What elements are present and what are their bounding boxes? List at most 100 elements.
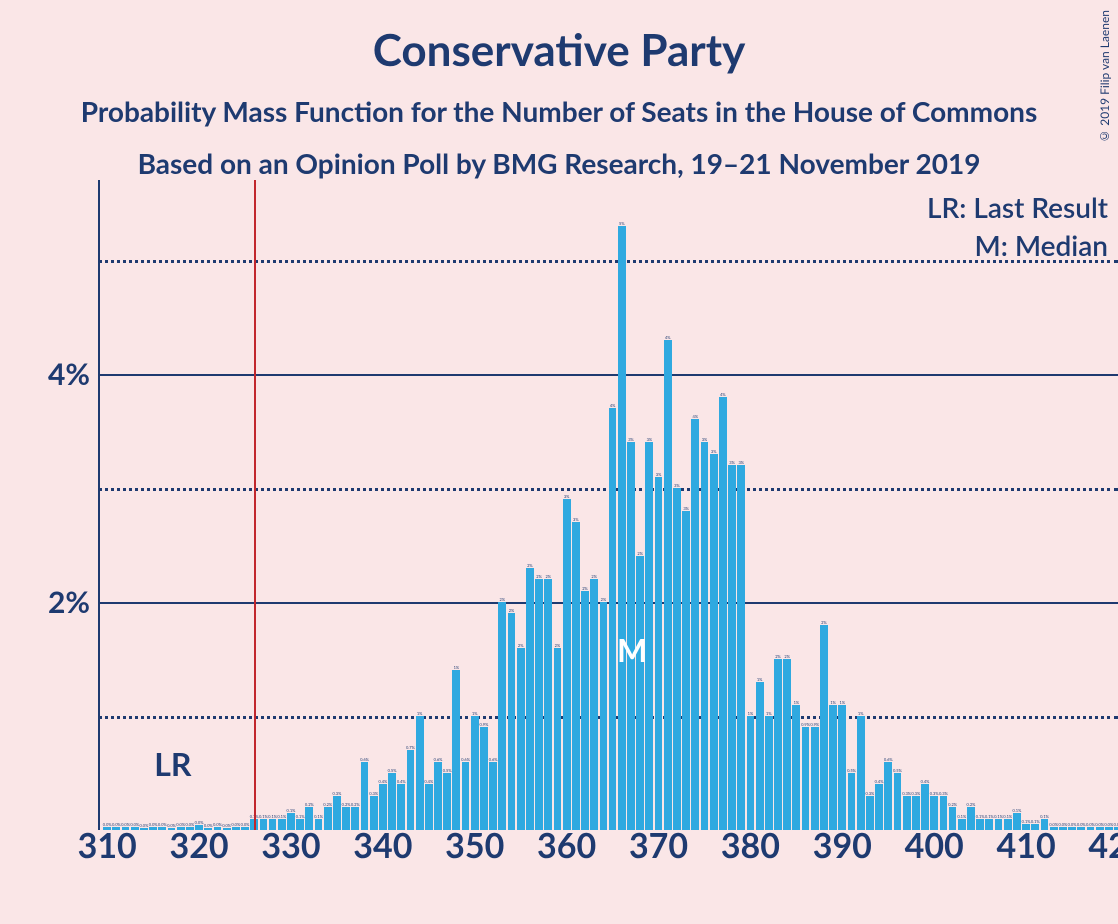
bar: 0.6% bbox=[884, 762, 892, 830]
bar: 5% bbox=[618, 226, 626, 830]
bar-value-label: 0.5% bbox=[893, 768, 902, 773]
bar: 0.0% bbox=[1059, 827, 1067, 830]
bar-value-label: 0.3% bbox=[332, 791, 341, 796]
bar-value-label: 0.0% bbox=[204, 823, 213, 828]
bar: 0.0% bbox=[1087, 827, 1095, 830]
bar-value-label: 2% bbox=[545, 574, 551, 579]
bar-value-label: 0.0% bbox=[176, 822, 185, 827]
bar: 0.0% bbox=[241, 827, 249, 830]
bar: 3% bbox=[728, 465, 736, 830]
bar: 1% bbox=[857, 716, 865, 830]
bar: 0.0% bbox=[140, 828, 148, 830]
bar-value-label: 0.1% bbox=[957, 814, 966, 819]
bar-value-label: 0.9% bbox=[810, 722, 819, 727]
bar-value-label: 2% bbox=[601, 597, 607, 602]
lr-label: LR bbox=[154, 744, 191, 783]
bar-value-label: 2% bbox=[775, 654, 781, 659]
y-tick-label: 4% bbox=[48, 356, 90, 392]
bar: 0.0% bbox=[1105, 827, 1113, 830]
bar-value-label: 0.1% bbox=[985, 814, 994, 819]
bar: 0.0% bbox=[223, 828, 231, 830]
bar-value-label: 1% bbox=[472, 711, 478, 716]
bar: 0.0% bbox=[186, 827, 194, 830]
x-tick-label: 370 bbox=[629, 825, 688, 866]
bar-value-label: 0.6% bbox=[461, 757, 470, 762]
bar: 1% bbox=[838, 705, 846, 830]
bar: 0.9% bbox=[802, 727, 810, 830]
bar: 1% bbox=[765, 716, 773, 830]
gridline-major bbox=[98, 374, 1118, 376]
bar: 0.3% bbox=[333, 796, 341, 830]
bar-value-label: 3% bbox=[656, 472, 662, 477]
bar-value-label: 0.0% bbox=[121, 822, 130, 827]
bar-value-label: 2% bbox=[518, 643, 524, 648]
bar: 0.1% bbox=[985, 819, 993, 830]
bar: 0.4% bbox=[425, 784, 433, 830]
bar-value-label: 2% bbox=[527, 563, 533, 568]
bar: 2% bbox=[783, 659, 791, 830]
bar-value-label: 3% bbox=[573, 517, 579, 522]
bar: 0.2% bbox=[342, 807, 350, 830]
bar-value-label: 2% bbox=[591, 574, 597, 579]
bar-value-label: 0.0% bbox=[231, 822, 240, 827]
bar: 0.0% bbox=[1096, 827, 1104, 830]
bar-value-label: 0.0% bbox=[158, 822, 167, 827]
bar: 0.0% bbox=[1050, 827, 1058, 830]
bar-value-label: 0.0% bbox=[241, 822, 250, 827]
bar: 4% bbox=[664, 340, 672, 830]
bar: 3% bbox=[673, 488, 681, 830]
bar-value-label: 0.0% bbox=[103, 822, 112, 827]
bar: 3% bbox=[710, 454, 718, 830]
bar-value-label: 0.0% bbox=[1114, 822, 1118, 827]
bar: 0.3% bbox=[912, 796, 920, 830]
bar: 0.1% bbox=[1041, 819, 1049, 830]
bar: 1% bbox=[416, 716, 424, 830]
bar: 0.4% bbox=[397, 784, 405, 830]
chart-container: Conservative Party Probability Mass Func… bbox=[0, 0, 1118, 924]
bar-value-label: 0.5% bbox=[443, 768, 452, 773]
bar-value-label: 1% bbox=[417, 711, 423, 716]
bar: 1% bbox=[792, 705, 800, 830]
legend-m: M: Median bbox=[975, 228, 1109, 262]
bar: 0.6% bbox=[462, 762, 470, 830]
bar-value-label: 0.2% bbox=[351, 802, 360, 807]
bar-value-label: 1% bbox=[858, 711, 864, 716]
bar-value-label: 0.7% bbox=[406, 745, 415, 750]
bar-value-label: 0.5% bbox=[847, 768, 856, 773]
bar-value-label: 0.0% bbox=[1086, 822, 1095, 827]
bar: 0.7% bbox=[407, 750, 415, 830]
bar: 2% bbox=[600, 602, 608, 830]
bar: 0.0% bbox=[214, 827, 222, 830]
bar: 2% bbox=[554, 648, 562, 830]
bar: 3% bbox=[701, 442, 709, 830]
bar: 0.0% bbox=[131, 827, 139, 830]
bar-value-label: 0.0% bbox=[112, 822, 121, 827]
bar: 2% bbox=[535, 579, 543, 830]
x-tick-label: 330 bbox=[261, 825, 320, 866]
bar-value-label: 2% bbox=[637, 551, 643, 556]
bar: 0.1% bbox=[315, 819, 323, 830]
bar: 0.0% bbox=[122, 827, 130, 830]
bar: 0.0% bbox=[1114, 827, 1118, 830]
bar: 2% bbox=[508, 613, 516, 830]
x-tick-label: 340 bbox=[353, 825, 412, 866]
bar: 0.1% bbox=[278, 819, 286, 830]
bar: 4% bbox=[609, 408, 617, 830]
bar-value-label: 0.1% bbox=[268, 814, 277, 819]
bar-value-label: 2% bbox=[555, 643, 561, 648]
x-tick-label: 420 bbox=[1088, 825, 1118, 866]
bar: 0.5% bbox=[848, 773, 856, 830]
bar: 0.1% bbox=[995, 819, 1003, 830]
bar: 0.0% bbox=[112, 827, 120, 830]
bar-value-label: 0.1% bbox=[296, 814, 305, 819]
bar: 0.2% bbox=[324, 807, 332, 830]
bar-value-label: 0.6% bbox=[360, 757, 369, 762]
bar-value-label: 2% bbox=[821, 620, 827, 625]
gridline-minor bbox=[98, 260, 1118, 263]
bar-value-label: 0.3% bbox=[911, 791, 920, 796]
bar: 0.1% bbox=[269, 819, 277, 830]
bar-value-label: 3% bbox=[628, 437, 634, 442]
x-tick-label: 350 bbox=[445, 825, 504, 866]
bar-value-label: 0.1% bbox=[976, 814, 985, 819]
x-tick-label: 320 bbox=[169, 825, 228, 866]
